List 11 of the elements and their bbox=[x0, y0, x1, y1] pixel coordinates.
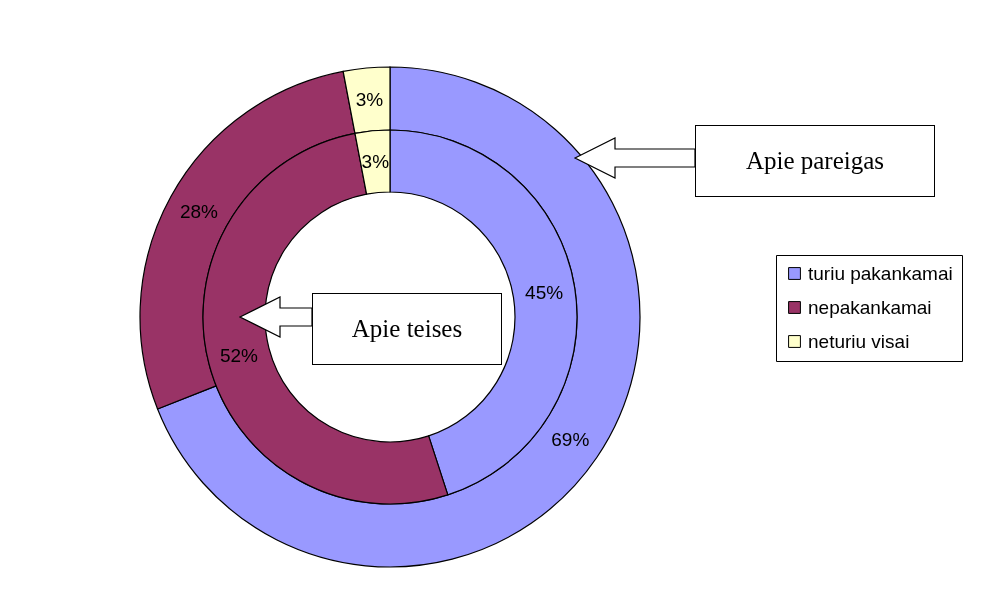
legend-label: turiu pakankamai bbox=[808, 262, 953, 284]
data-label: 28% bbox=[179, 200, 219, 222]
data-label: 3% bbox=[361, 150, 390, 172]
legend-label: Apie pareigas bbox=[695, 125, 935, 197]
legend-label: neturiu visai bbox=[808, 330, 910, 352]
data-label: 45% bbox=[525, 281, 564, 303]
legend-label: Apie teises bbox=[312, 293, 502, 365]
data-label: 52% bbox=[219, 344, 259, 366]
legend-label: nepakankamai bbox=[808, 296, 932, 318]
data-label: 3% bbox=[355, 88, 384, 110]
data-label: 69% bbox=[551, 428, 590, 450]
